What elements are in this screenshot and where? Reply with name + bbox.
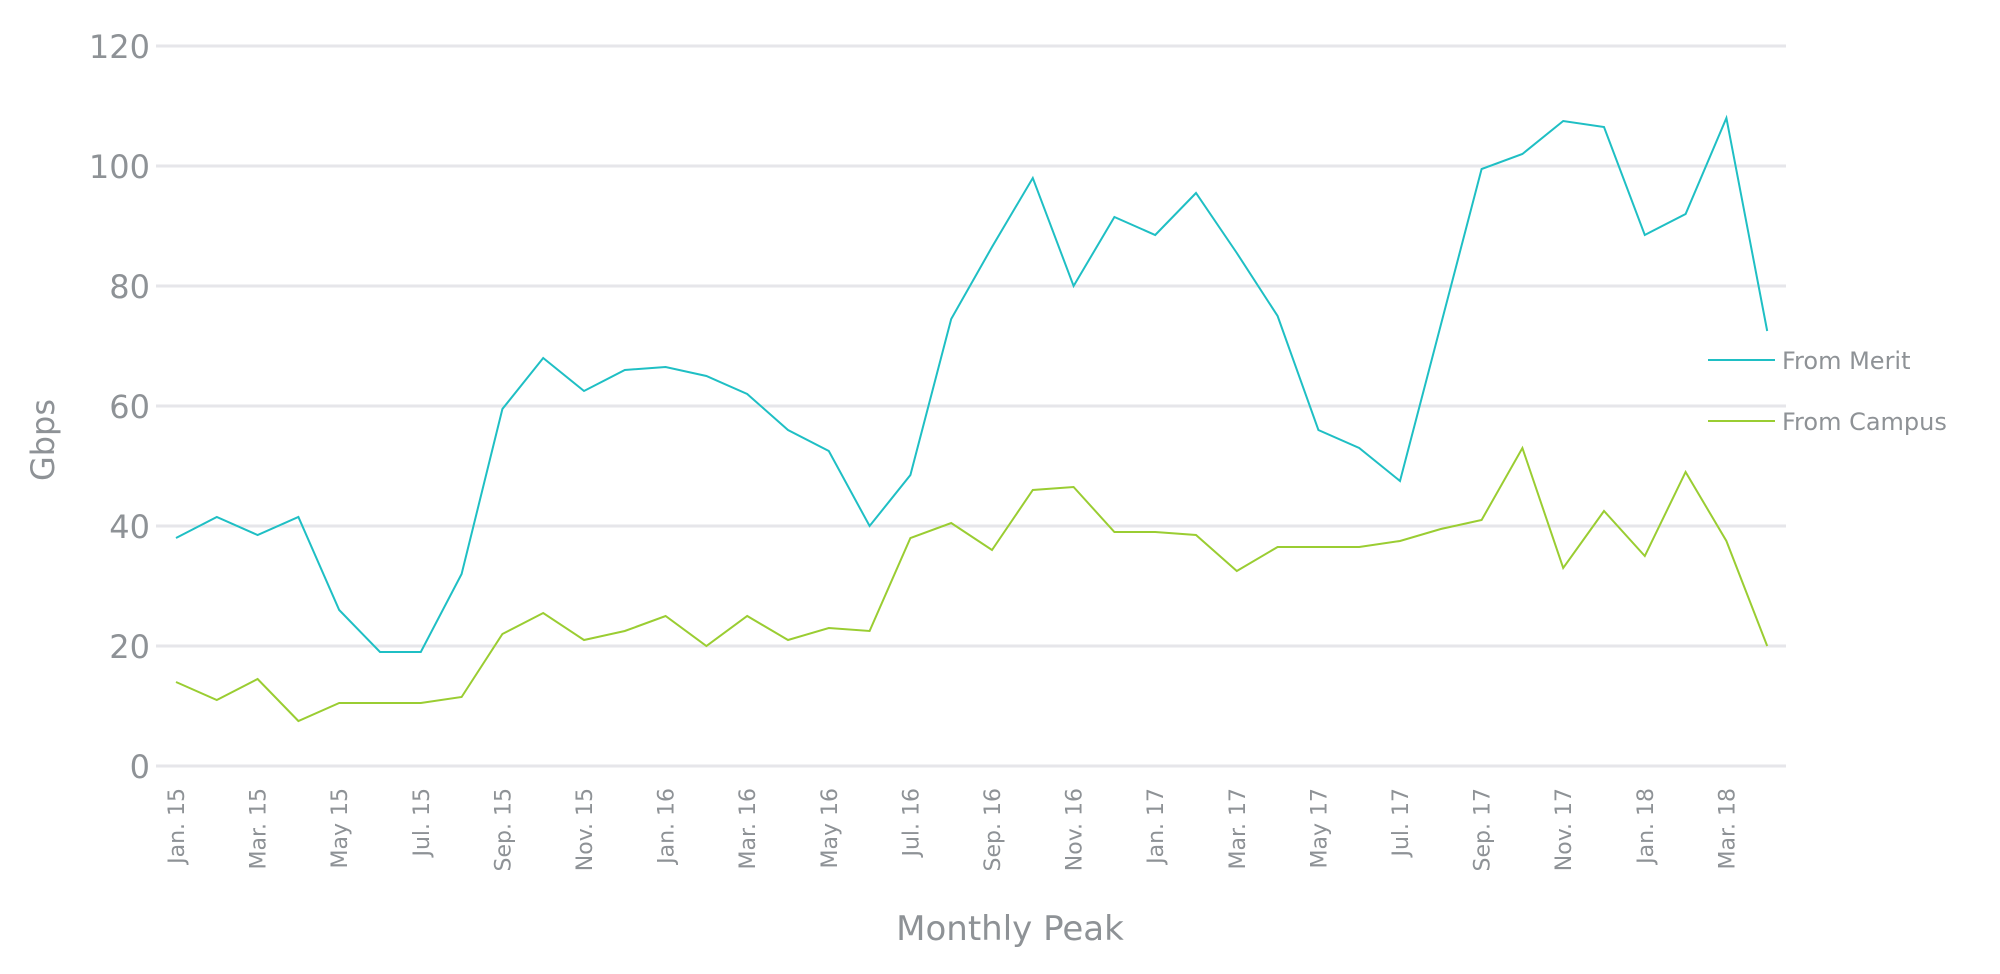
x-tick-label: Mar. 15 <box>247 788 272 869</box>
x-tick-label: May 16 <box>818 788 843 868</box>
x-tick-label: Mar. 16 <box>736 788 761 869</box>
y-tick-label: 0 <box>130 748 150 786</box>
x-tick-label: Sep. 15 <box>491 788 516 871</box>
gridlines <box>156 46 1786 766</box>
x-tick-label: Mar. 18 <box>1715 788 1740 869</box>
legend-label: From Merit <box>1782 347 1911 375</box>
legend-label: From Campus <box>1782 408 1947 436</box>
x-tick-label: Nov. 15 <box>573 788 598 871</box>
y-tick-label: 20 <box>109 628 150 666</box>
x-tick-label: Jan. 17 <box>1144 788 1169 866</box>
x-tick-label: Jul. 16 <box>899 788 924 859</box>
y-tick-label: 60 <box>109 388 150 426</box>
x-tick-label: Jan. 16 <box>655 788 680 866</box>
y-tick-label: 120 <box>89 28 150 66</box>
x-tick-label: Jan. 18 <box>1634 788 1659 866</box>
x-axis-ticks: Jan. 15 Mar. 15 May 15 Jul. 15 Sep. 15 Nov. 1… <box>165 788 1740 871</box>
y-tick-label: 40 <box>109 508 150 546</box>
y-axis-ticks: 0 20 40 60 80 100 120 <box>89 28 150 786</box>
series-line-from-campus <box>176 448 1767 721</box>
x-tick-label: May 17 <box>1307 788 1332 868</box>
series-lines <box>176 118 1767 721</box>
x-tick-label: Jul. 15 <box>410 788 435 859</box>
x-tick-label: Nov. 16 <box>1063 788 1088 871</box>
x-tick-label: Jul. 17 <box>1389 788 1414 859</box>
x-tick-label: May 15 <box>328 788 353 868</box>
x-tick-label: Sep. 17 <box>1471 788 1496 871</box>
y-axis-label: Gbps <box>24 399 62 481</box>
x-tick-label: Sep. 16 <box>981 788 1006 871</box>
legend: From Merit From Campus <box>1708 347 1947 436</box>
x-axis-label: Monthly Peak <box>896 909 1124 949</box>
x-tick-label: Mar. 17 <box>1226 788 1251 869</box>
y-tick-label: 80 <box>109 268 150 306</box>
y-tick-label: 100 <box>89 148 150 186</box>
x-tick-label: Jan. 15 <box>165 788 190 866</box>
series-line-from-merit <box>176 118 1767 652</box>
x-tick-label: Nov. 17 <box>1552 788 1577 871</box>
